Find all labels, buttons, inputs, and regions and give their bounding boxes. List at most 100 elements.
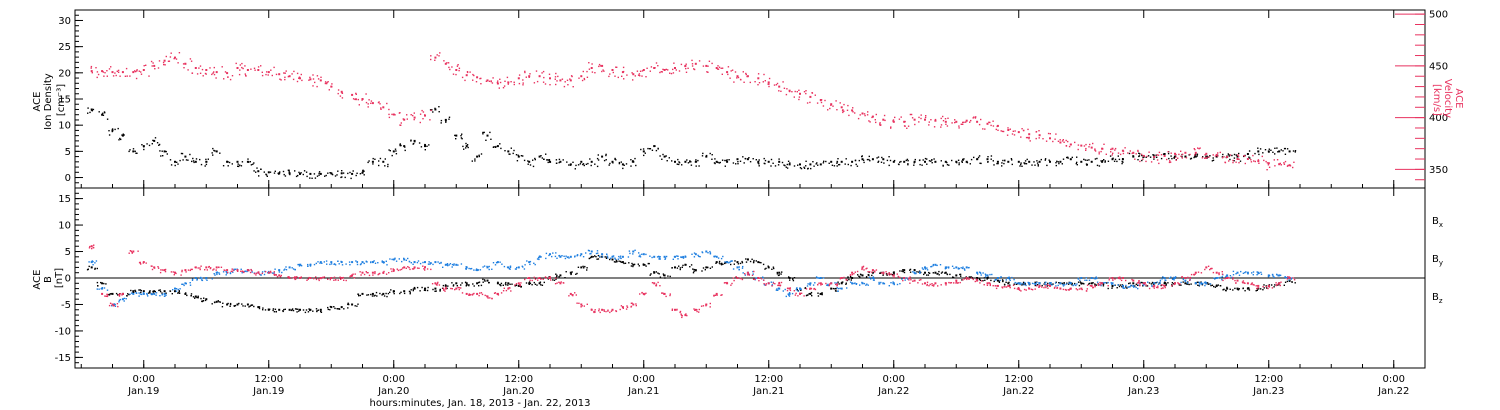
scatter-texture: [130, 250, 132, 252]
scatter-texture: [143, 145, 145, 147]
scatter-texture: [614, 257, 616, 259]
scatter-texture: [1273, 286, 1275, 288]
scatter-texture: [848, 278, 850, 281]
scatter-texture: [724, 261, 726, 263]
scatter-texture: [1222, 153, 1224, 156]
scatter-texture: [954, 119, 956, 121]
scatter-texture: [979, 162, 981, 164]
scatter-texture: [709, 250, 711, 253]
scatter-texture: [576, 302, 578, 304]
scatter-texture: [983, 284, 985, 286]
scatter-texture: [298, 310, 300, 312]
scatter-texture: [868, 274, 870, 277]
scatter-texture: [260, 65, 262, 67]
scatter-texture: [513, 81, 515, 83]
scatter-texture: [373, 260, 375, 262]
scatter-texture: [108, 68, 111, 70]
scatter-texture: [605, 159, 607, 161]
scatter-texture: [824, 99, 826, 102]
scatter-texture: [258, 271, 260, 273]
scatter-texture: [780, 90, 782, 92]
scatter-texture: [241, 272, 243, 274]
scatter-texture: [655, 284, 657, 287]
scatter-texture: [1157, 283, 1160, 285]
scatter-texture: [91, 109, 93, 111]
data-point-top-28: [382, 106, 385, 109]
scatter-texture: [754, 278, 756, 281]
data-point-bz-63: [746, 271, 749, 274]
scatter-texture: [387, 292, 390, 295]
scatter-texture: [951, 159, 953, 162]
scatter-texture: [1167, 151, 1169, 153]
scatter-texture: [948, 266, 950, 268]
scatter-texture: [381, 261, 383, 263]
data-point-by-69: [809, 282, 812, 285]
scatter-texture: [876, 157, 878, 159]
scatter-texture: [200, 163, 203, 166]
scatter-texture: [309, 309, 311, 312]
scatter-texture: [465, 147, 467, 149]
scatter-texture: [140, 73, 143, 75]
scatter-texture: [518, 74, 521, 76]
scatter-texture: [131, 252, 133, 254]
scatter-texture: [1020, 290, 1022, 292]
scatter-texture: [615, 259, 618, 261]
scatter-texture: [1070, 288, 1072, 290]
scatter-texture: [167, 60, 170, 62]
scatter-texture: [391, 270, 393, 273]
scatter-texture: [549, 84, 551, 86]
scatter-texture: [804, 287, 806, 289]
scatter-texture: [693, 68, 696, 71]
scatter-texture: [1059, 139, 1061, 141]
scatter-texture: [561, 78, 564, 80]
scatter-texture: [534, 263, 536, 266]
scatter-texture: [1170, 155, 1172, 157]
data-point-bz-64: [757, 277, 760, 279]
scatter-texture: [392, 268, 394, 270]
scatter-texture: [926, 163, 928, 165]
scatter-texture: [620, 261, 622, 263]
scatter-texture: [1107, 287, 1109, 290]
data-point-by-103: [1163, 277, 1166, 279]
scatter-texture: [287, 75, 290, 78]
data-point-top-57: [684, 160, 687, 163]
scatter-texture: [218, 272, 220, 274]
scatter-texture: [746, 274, 749, 276]
scatter-texture: [284, 78, 286, 81]
scatter-texture: [420, 146, 423, 148]
scatter-texture: [720, 264, 723, 266]
data-point-bx-27: [371, 292, 374, 295]
scatter-texture: [767, 265, 769, 267]
scatter-texture: [755, 159, 757, 161]
scatter-texture: [341, 92, 343, 94]
data-point-by-72: [840, 287, 843, 290]
data-point-by-34: [444, 263, 447, 266]
scatter-texture: [229, 272, 232, 275]
scatter-texture: [175, 290, 178, 292]
scatter-texture: [427, 286, 429, 289]
scatter-texture: [1142, 158, 1144, 160]
scatter-texture: [1280, 149, 1282, 151]
scatter-texture: [452, 284, 455, 286]
scatter-texture: [935, 272, 937, 274]
scatter-texture: [957, 159, 960, 161]
scatter-texture: [556, 275, 558, 278]
scatter-texture: [1035, 282, 1038, 284]
scatter-texture: [958, 125, 960, 127]
scatter-texture: [1276, 284, 1278, 286]
data-point-bx-42: [528, 282, 531, 285]
scatter-texture: [821, 283, 823, 285]
scatter-texture: [583, 305, 585, 307]
scatter-texture: [1076, 161, 1078, 164]
scatter-texture: [386, 295, 388, 298]
scatter-texture: [657, 272, 659, 274]
scatter-texture: [329, 309, 331, 311]
scatter-texture: [984, 273, 987, 275]
scatter-texture: [549, 277, 551, 279]
scatter-texture: [926, 274, 928, 276]
scatter-texture: [875, 113, 877, 116]
scatter-texture: [1088, 279, 1091, 281]
scatter-texture: [1234, 279, 1236, 282]
scatter-texture: [1114, 149, 1116, 151]
scatter-texture: [619, 257, 621, 259]
